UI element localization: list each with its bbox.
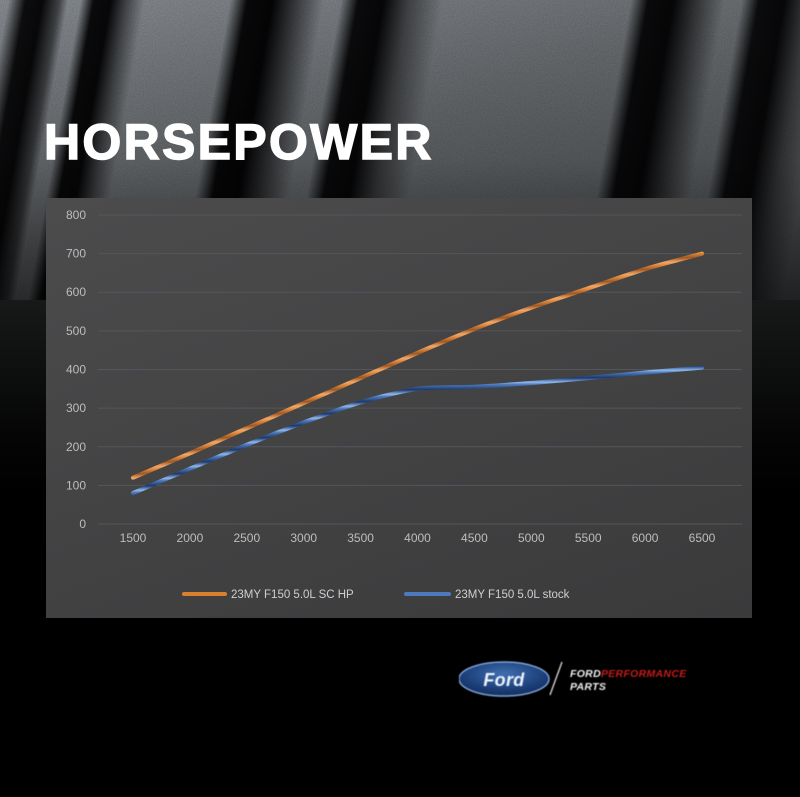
- svg-text:400: 400: [66, 363, 86, 377]
- svg-text:5500: 5500: [575, 531, 602, 545]
- svg-text:4500: 4500: [461, 531, 488, 545]
- svg-text:23MY F150 5.0L SC HP: 23MY F150 5.0L SC HP: [231, 589, 354, 601]
- svg-text:0: 0: [79, 517, 86, 531]
- svg-text:100: 100: [66, 478, 86, 492]
- svg-text:800: 800: [66, 208, 86, 222]
- svg-text:3500: 3500: [347, 531, 374, 545]
- svg-text:700: 700: [66, 247, 86, 261]
- svg-text:FORDPERFORMANCE: FORDPERFORMANCE: [570, 668, 687, 680]
- svg-text:5000: 5000: [518, 531, 545, 545]
- svg-text:2000: 2000: [177, 531, 204, 545]
- svg-text:6000: 6000: [632, 531, 659, 545]
- svg-text:Ford: Ford: [483, 670, 525, 690]
- svg-text:6500: 6500: [689, 531, 716, 545]
- svg-text:3000: 3000: [290, 531, 317, 545]
- svg-text:2500: 2500: [233, 531, 260, 545]
- svg-text:1500: 1500: [120, 531, 147, 545]
- svg-text:4000: 4000: [404, 531, 431, 545]
- svg-text:23MY F150 5.0L stock: 23MY F150 5.0L stock: [455, 589, 570, 601]
- svg-text:500: 500: [66, 324, 86, 338]
- svg-text:200: 200: [66, 440, 86, 454]
- svg-text:600: 600: [66, 285, 86, 299]
- svg-text:300: 300: [66, 401, 86, 415]
- svg-text:PARTS: PARTS: [570, 681, 606, 693]
